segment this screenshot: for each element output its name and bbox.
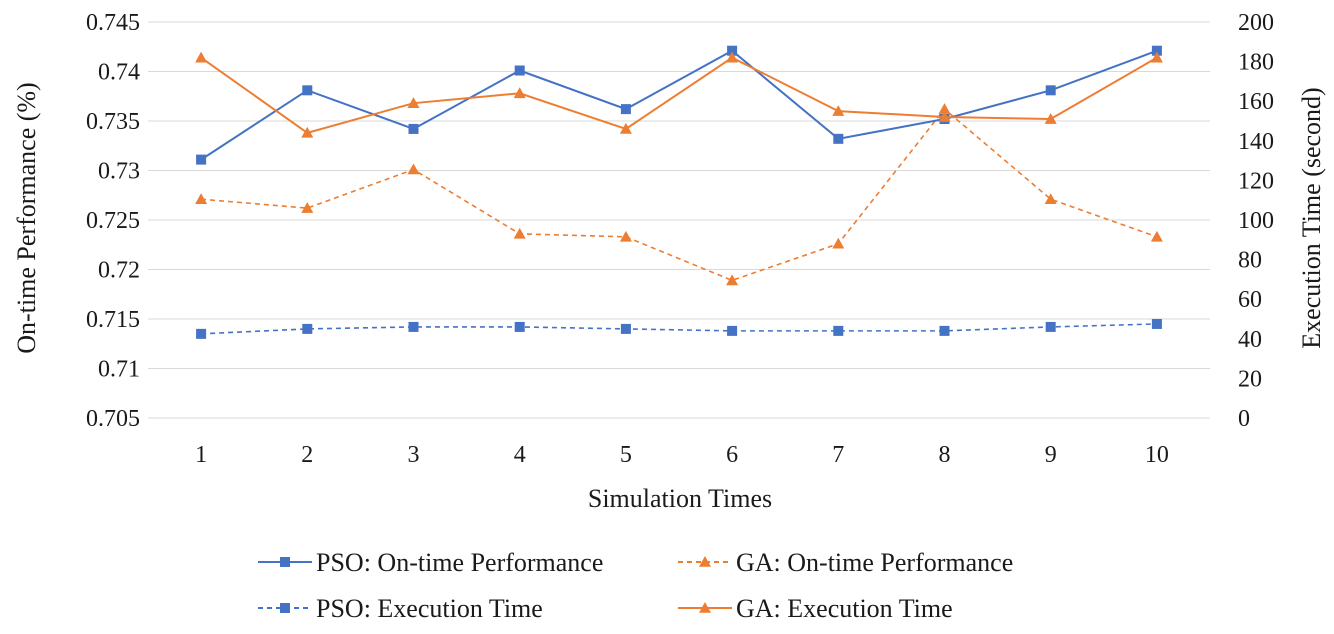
data-point-marker [301,126,314,138]
y-axis-title: On-time Performance (%) [12,82,41,353]
data-point-marker [833,325,844,336]
y-tick-label: 0.735 [86,109,140,135]
legend-marker [280,557,290,567]
data-point-marker [302,85,313,96]
y2-tick-label: 160 [1238,89,1274,115]
series-ga-on-time-performance [195,103,1163,286]
data-point-marker [407,163,420,175]
series-line [200,56,1158,134]
y-tick-label: 0.74 [98,60,140,86]
data-point-marker [514,65,525,76]
x-tick-label: 8 [939,442,951,468]
legend-entry: PSO: On-time Performance [258,548,603,577]
x-tick-label: 1 [195,442,207,468]
left-axis-ticks: 0.705 0.71 0.715 0.72 0.725 0.73 0.735 0.74 0.74… [86,10,140,432]
data-point-marker [408,321,419,332]
x-axis-title: Simulation Times [588,484,772,513]
series-line [200,49,1158,161]
data-point-marker [513,227,526,239]
data-point-marker [1044,113,1057,124]
y-tick-label: 0.725 [86,208,140,234]
y-tick-label: 0.705 [86,406,140,432]
x-tick-label: 4 [514,442,526,468]
data-point-marker [302,323,313,334]
legend-marker [699,556,711,567]
data-point-marker [938,111,951,122]
y2-tick-label: 120 [1238,168,1274,194]
legend: PSO: On-time Performance GA: On-time Perf… [258,548,1013,623]
data-point-marker [1150,230,1163,242]
data-point-marker [726,274,739,286]
data-point-marker [620,323,631,334]
y2-tick-label: 200 [1238,10,1274,36]
x-tick-label: 2 [301,442,313,468]
series-pso-on-time-performance [196,45,1162,165]
data-point-marker [726,51,739,63]
y-tick-label: 0.72 [98,258,140,284]
legend-label: GA: On-time Performance [736,548,1013,577]
legend-entry: GA: Execution Time [678,594,953,623]
data-point-marker [832,237,845,249]
data-point-marker [1151,45,1162,56]
legend-label: PSO: Execution Time [316,594,543,623]
data-point-marker [1151,318,1162,329]
data-point-marker [195,193,208,205]
y-tick-label: 0.73 [98,159,140,185]
x-tick-label: 5 [620,442,632,468]
y2-tick-label: 40 [1238,327,1262,353]
legend-label: GA: Execution Time [736,594,953,623]
y2-tick-label: 20 [1238,366,1262,392]
x-tick-label: 9 [1045,442,1057,468]
y2-tick-label: 60 [1238,287,1262,313]
data-point-marker [1045,321,1056,332]
legend-entry: PSO: Execution Time [258,594,543,623]
series-line [201,323,1157,335]
data-point-marker [513,87,526,99]
data-point-marker [196,328,207,339]
x-tick-label: 7 [832,442,844,468]
y-tick-label: 0.745 [86,10,140,36]
series-ga-execution-time [195,51,1163,138]
y2-tick-label: 0 [1238,406,1250,432]
x-tick-label: 10 [1145,442,1169,468]
data-point-marker [408,123,419,134]
data-point-marker [1045,85,1056,96]
data-point-marker [407,97,420,108]
x-axis-ticks: 1 2 3 4 5 6 7 8 9 10 [195,442,1169,468]
series-layer [195,45,1163,339]
data-point-marker [1150,51,1163,63]
x-tick-label: 3 [408,442,420,468]
data-point-marker [727,325,738,336]
data-point-marker [619,122,632,134]
y2-tick-label: 80 [1238,248,1262,274]
y2-tick-label: 180 [1238,50,1274,76]
legend-entry: GA: On-time Performance [678,548,1013,577]
y2-axis-title: Execution Time (second) [1297,87,1326,348]
series-pso-execution-time [196,318,1162,339]
data-point-marker [620,104,631,115]
data-point-marker [833,133,844,144]
data-point-marker [939,325,950,336]
y2-tick-label: 140 [1238,129,1274,155]
y-tick-label: 0.715 [86,307,140,333]
data-point-marker [196,154,207,165]
data-point-marker [727,45,738,56]
right-axis-ticks: 0 20 40 60 80 100 120 140 160 180 200 [1238,10,1274,432]
data-point-marker [1044,193,1057,205]
legend-marker [699,602,711,613]
data-point-marker [619,230,632,242]
data-point-marker [938,103,951,114]
data-point-marker [832,105,845,116]
legend-marker [280,603,290,613]
x-tick-label: 6 [726,442,738,468]
y-tick-label: 0.71 [98,357,140,383]
data-point-marker [195,51,208,63]
series-line [201,107,1158,282]
y2-tick-label: 100 [1238,208,1274,234]
data-point-marker [514,321,525,332]
legend-label: PSO: On-time Performance [316,548,603,577]
gridlines [148,21,1210,419]
data-point-marker [301,202,314,213]
